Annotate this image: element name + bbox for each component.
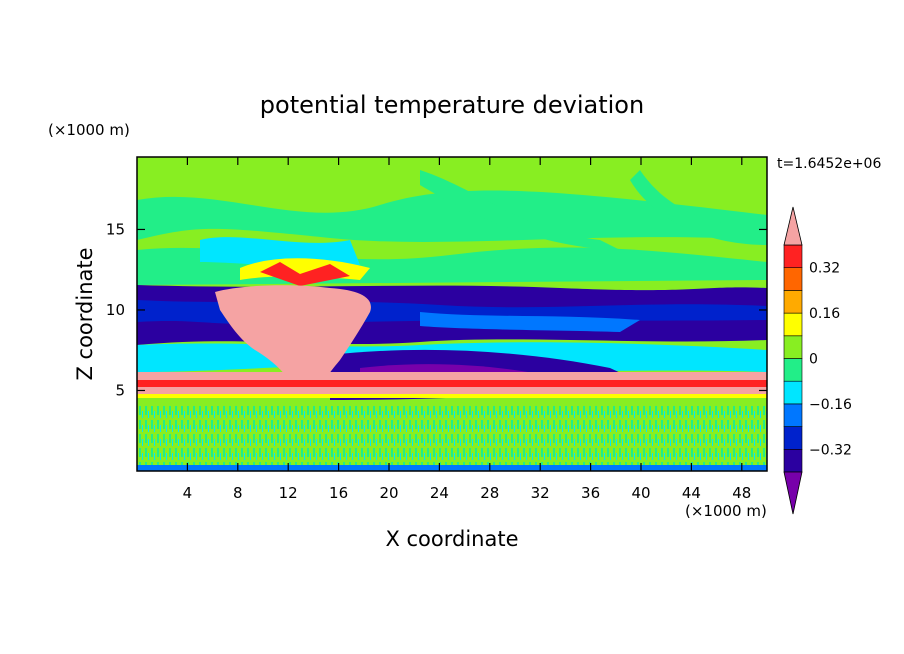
colorbar-tick-label: −0.32 — [809, 442, 852, 458]
x-tick-label: 24 — [430, 484, 449, 502]
colorbar-band — [783, 290, 803, 314]
colorbar-band — [783, 426, 803, 450]
x-unit-label: (×1000 m) — [685, 502, 767, 520]
colorbar-band — [783, 448, 803, 473]
colorbar-band — [783, 244, 803, 269]
colorbar-band — [783, 380, 803, 405]
x-tick-label: 32 — [531, 484, 550, 502]
colorbar-tick-label: 0.32 — [809, 261, 840, 277]
colorbar-band — [783, 335, 803, 359]
y-axis-label: Z coordinate — [73, 247, 97, 380]
x-axis-label: X coordinate — [385, 527, 518, 551]
y-tick-label: 5 — [115, 381, 125, 399]
colorbar-extend-max — [783, 206, 803, 246]
y-axis: 5 10 15 — [106, 220, 767, 399]
y-tick-label: 15 — [106, 220, 125, 238]
colorbar-band — [783, 403, 803, 427]
colorbar: 0.32 0.16 0 −0.16 −0.32 — [783, 206, 852, 515]
colorbar-extend-min — [783, 471, 803, 515]
x-tick-label: 48 — [732, 484, 751, 502]
x-tick-label: 36 — [581, 484, 600, 502]
colorbar-tick-label: 0.16 — [809, 306, 840, 322]
x-tick-label: 20 — [379, 484, 398, 502]
colorbar-band — [783, 312, 803, 337]
x-tick-label: 44 — [682, 484, 701, 502]
colorbar-band — [783, 358, 803, 382]
colorbar-tick-label: −0.16 — [809, 397, 852, 413]
chart-title: potential temperature deviation — [260, 91, 644, 119]
x-axis: 4 8 12 16 20 24 28 32 36 40 44 48 — [183, 157, 751, 502]
y-tick-label: 10 — [106, 301, 125, 319]
colorbar-band — [783, 267, 803, 291]
x-tick-label: 28 — [480, 484, 499, 502]
x-tick-label: 40 — [631, 484, 650, 502]
x-tick-label: 4 — [183, 484, 193, 502]
heatmap-field — [137, 157, 767, 471]
x-tick-label: 16 — [329, 484, 348, 502]
plot-frame — [136, 156, 768, 472]
x-tick-label: 12 — [279, 484, 298, 502]
time-label: t=1.6452e+06 — [777, 156, 881, 172]
colorbar-tick-label: 0 — [809, 352, 818, 368]
y-unit-label: (×1000 m) — [48, 121, 130, 139]
x-tick-label: 8 — [233, 484, 243, 502]
